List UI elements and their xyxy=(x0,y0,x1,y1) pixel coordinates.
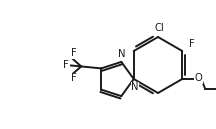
Text: F: F xyxy=(63,60,69,70)
Text: F: F xyxy=(71,73,77,83)
Text: F: F xyxy=(71,48,77,58)
Text: F: F xyxy=(189,39,195,49)
Text: N: N xyxy=(118,49,125,59)
Text: O: O xyxy=(194,73,202,83)
Text: N: N xyxy=(131,82,138,92)
Text: Cl: Cl xyxy=(154,23,164,33)
